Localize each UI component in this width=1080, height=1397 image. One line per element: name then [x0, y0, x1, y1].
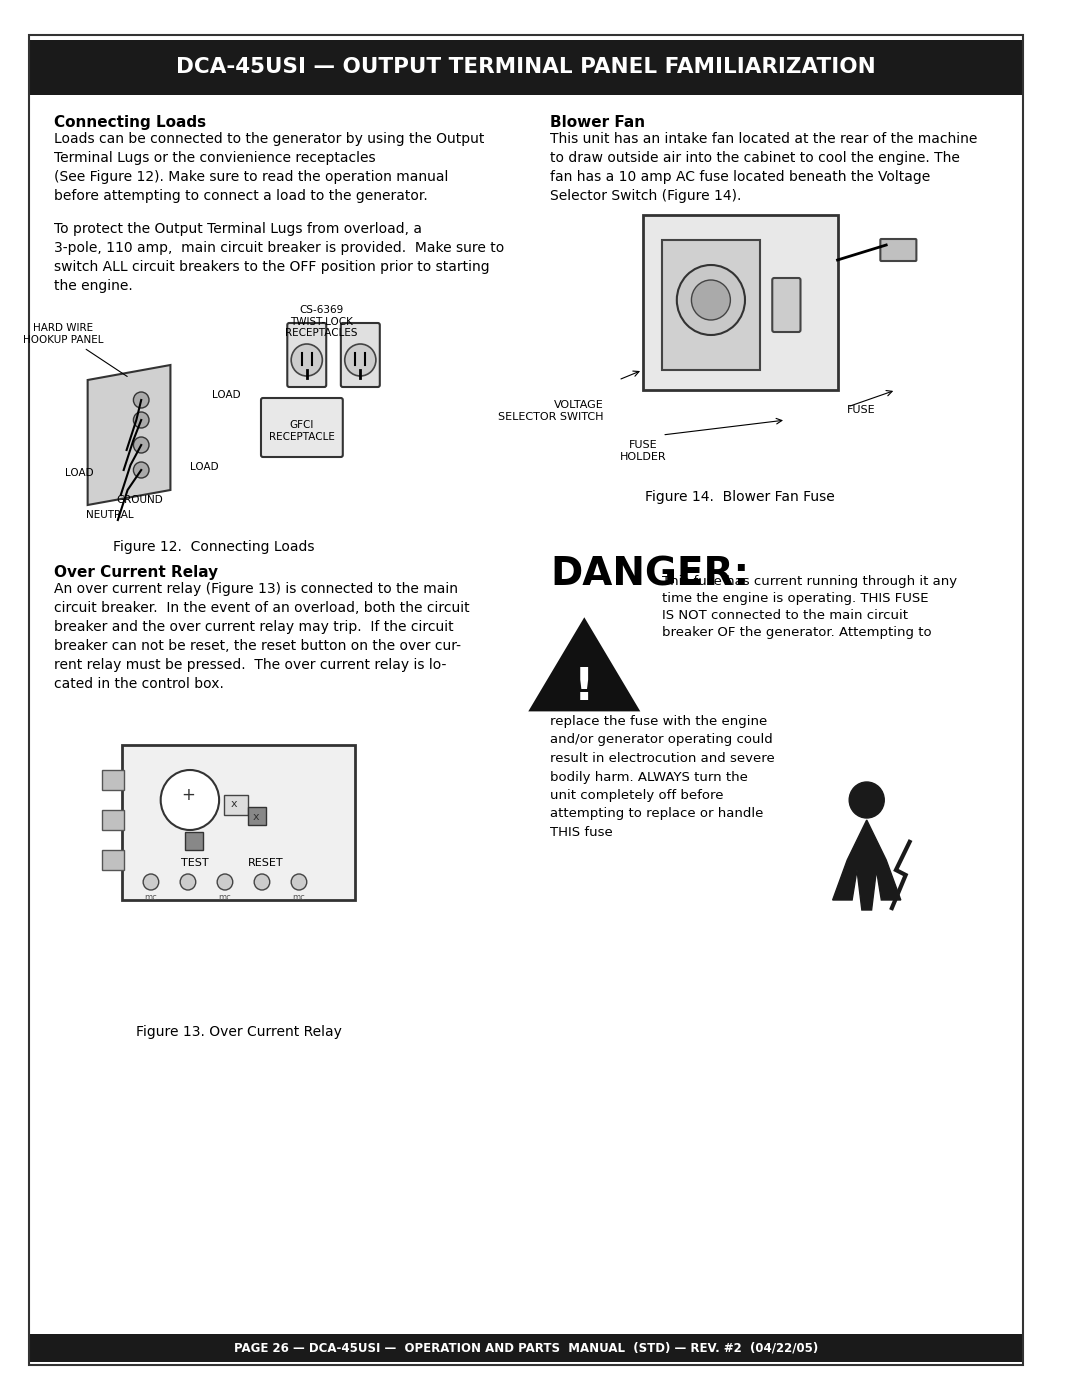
Circle shape [345, 344, 376, 376]
Text: mc: mc [293, 893, 306, 902]
Text: CS-6369
TWIST-LOCK
RECEPTACLES: CS-6369 TWIST-LOCK RECEPTACLES [285, 305, 357, 338]
Circle shape [134, 412, 149, 427]
Text: This fuse has current running through it any
time the engine is operating. THIS : This fuse has current running through it… [662, 576, 957, 638]
FancyBboxPatch shape [880, 239, 917, 261]
FancyBboxPatch shape [643, 215, 837, 390]
Text: DANGER:: DANGER: [550, 555, 750, 592]
Circle shape [134, 393, 149, 408]
Text: HARD WIRE
HOOKUP PANEL: HARD WIRE HOOKUP PANEL [23, 323, 127, 376]
Polygon shape [530, 620, 638, 710]
Text: PAGE 26 — DCA-45USI —  OPERATION AND PARTS  MANUAL  (STD) — REV. #2  (04/22/05): PAGE 26 — DCA-45USI — OPERATION AND PART… [233, 1341, 818, 1355]
Text: Figure 13. Over Current Relay: Figure 13. Over Current Relay [136, 1025, 341, 1039]
Text: DCA-45USI — OUTPUT TERMINAL PANEL FAMILIARIZATION: DCA-45USI — OUTPUT TERMINAL PANEL FAMILI… [176, 57, 876, 77]
FancyBboxPatch shape [29, 41, 1023, 95]
Text: FUSE: FUSE [847, 405, 876, 415]
Text: LOAD: LOAD [65, 468, 94, 478]
Text: Loads can be connected to the generator by using the Output
Terminal Lugs or the: Loads can be connected to the generator … [54, 131, 484, 203]
Circle shape [677, 265, 745, 335]
Circle shape [134, 437, 149, 453]
Text: Over Current Relay: Over Current Relay [54, 564, 218, 580]
Circle shape [691, 279, 730, 320]
Circle shape [292, 875, 307, 890]
Text: !: ! [575, 666, 594, 710]
Text: VOLTAGE
SELECTOR SWITCH: VOLTAGE SELECTOR SWITCH [498, 400, 604, 422]
FancyBboxPatch shape [103, 849, 124, 870]
FancyBboxPatch shape [224, 795, 248, 814]
Text: replace the fuse with the engine
and/or generator operating could
result in elec: replace the fuse with the engine and/or … [550, 715, 775, 840]
Text: x: x [230, 799, 237, 809]
Text: mc: mc [145, 893, 158, 902]
Text: Figure 14.  Blower Fan Fuse: Figure 14. Blower Fan Fuse [645, 490, 835, 504]
Text: LOAD: LOAD [190, 462, 218, 472]
FancyBboxPatch shape [662, 240, 759, 370]
Circle shape [180, 875, 195, 890]
Text: FUSE
HOLDER: FUSE HOLDER [620, 440, 666, 461]
FancyBboxPatch shape [248, 807, 266, 826]
Text: x: x [253, 812, 259, 821]
Circle shape [254, 875, 270, 890]
Text: This unit has an intake fan located at the rear of the machine
to draw outside a: This unit has an intake fan located at t… [550, 131, 977, 203]
FancyBboxPatch shape [772, 278, 800, 332]
Circle shape [292, 344, 322, 376]
Circle shape [161, 770, 219, 830]
Text: NEUTRAL: NEUTRAL [85, 510, 133, 520]
FancyBboxPatch shape [122, 745, 355, 900]
FancyBboxPatch shape [103, 770, 124, 789]
Text: +: + [181, 787, 194, 805]
FancyBboxPatch shape [341, 323, 380, 387]
Text: Connecting Loads: Connecting Loads [54, 115, 205, 130]
Text: Figure 12.  Connecting Loads: Figure 12. Connecting Loads [113, 541, 315, 555]
Text: mc: mc [218, 893, 231, 902]
Polygon shape [87, 365, 171, 504]
Text: TEST: TEST [181, 858, 208, 868]
Circle shape [849, 782, 885, 819]
FancyBboxPatch shape [261, 398, 342, 457]
FancyBboxPatch shape [103, 810, 124, 830]
FancyBboxPatch shape [29, 1334, 1023, 1362]
Text: To protect the Output Terminal Lugs from overload, a
3-pole, 110 amp,  main circ: To protect the Output Terminal Lugs from… [54, 222, 503, 293]
Circle shape [144, 875, 159, 890]
Circle shape [217, 875, 233, 890]
Polygon shape [833, 820, 901, 909]
Text: GFCI
RECEPTACLE: GFCI RECEPTACLE [269, 420, 335, 441]
FancyBboxPatch shape [185, 833, 203, 849]
Text: LOAD: LOAD [212, 390, 240, 400]
FancyBboxPatch shape [287, 323, 326, 387]
Text: RESET: RESET [248, 858, 284, 868]
Text: Blower Fan: Blower Fan [550, 115, 646, 130]
Circle shape [134, 462, 149, 478]
Text: An over current relay (Figure 13) is connected to the main
circuit breaker.  In : An over current relay (Figure 13) is con… [54, 583, 469, 690]
Text: GROUND: GROUND [117, 495, 163, 504]
